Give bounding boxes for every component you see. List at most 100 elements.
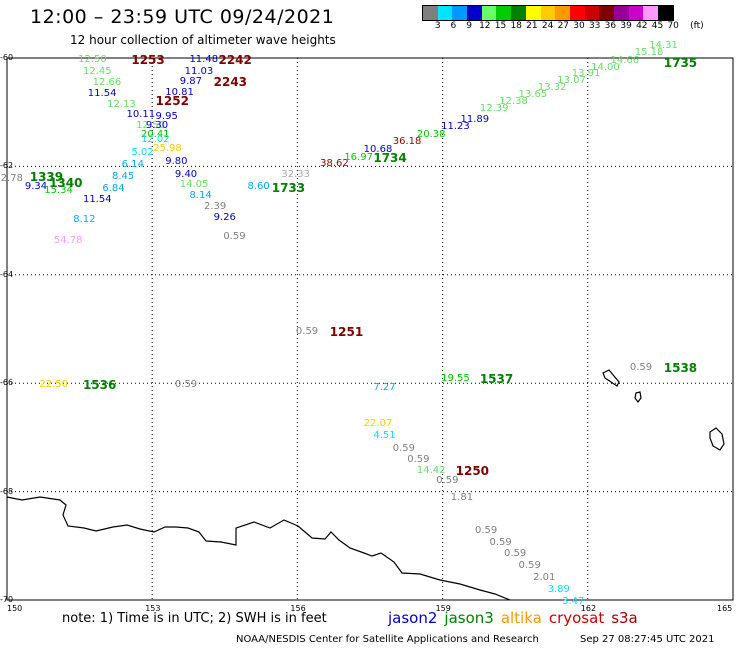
wave-height-label: 36.18 — [392, 136, 422, 147]
wave-height-label: 22.07 — [363, 418, 393, 430]
wave-height-label: 54.78 — [53, 235, 83, 247]
pass-time-label: 1250 — [455, 464, 490, 478]
satellite-key-cryosat: cryosat — [548, 609, 605, 627]
graticule — [7, 58, 733, 600]
longitude-label: 156 — [290, 604, 306, 613]
wave-height-label: 12.50 — [78, 54, 107, 66]
wave-height-label: 6.14 — [121, 159, 144, 171]
wave-height-label: 7.27 — [373, 381, 396, 393]
pass-time-label: 1339 — [29, 170, 64, 185]
latitude-label: -64 — [0, 269, 14, 279]
legend-tick-label: 33 — [588, 21, 601, 31]
legend-swatch — [467, 6, 482, 20]
wave-height-label: 0.59 — [295, 326, 319, 338]
legend-swatch — [613, 6, 629, 20]
longitude-label: 153 — [145, 604, 161, 613]
legend-swatch — [628, 6, 644, 20]
wave-height-label: 15.18 — [634, 46, 664, 58]
wave-height-label: 6.84 — [102, 183, 125, 195]
pass-time-label: 1538 — [663, 361, 698, 376]
longitude-label: 162 — [580, 604, 597, 613]
legend-swatch — [496, 6, 512, 20]
wave-height-label: 25.98 — [153, 143, 182, 155]
wave-height-label: 9.30 — [145, 120, 169, 132]
latitude-label: -60 — [0, 53, 14, 62]
legend-unit: (ft) — [690, 21, 704, 31]
legend-swatch — [569, 6, 585, 20]
legend-swatch — [423, 6, 438, 20]
wave-height-label: 22.50 — [39, 378, 69, 390]
pass-time-label: 2242 — [218, 53, 252, 68]
wave-height-label: 3.47 — [562, 596, 585, 608]
legend-swatch — [437, 6, 453, 20]
wave-height-label: 9.87 — [179, 76, 203, 88]
legend-tick-label: 24 — [541, 21, 554, 31]
legend-tick-label: 39 — [620, 21, 632, 31]
balleny-island-1 — [602, 369, 620, 387]
color-scale-legend — [422, 5, 674, 21]
latitude-label: -66 — [0, 378, 14, 388]
pass-time-label: 2243 — [213, 75, 248, 90]
legend-tick-label: 45 — [651, 21, 664, 31]
balleny-island-3 — [709, 427, 725, 451]
pass-time-label: 1252 — [155, 94, 189, 109]
wave-height-label: 9.40 — [174, 168, 198, 180]
wave-height-label: 14.66 — [610, 54, 640, 66]
latitude-label: -70 — [0, 595, 14, 604]
wave-height-label: 11.89 — [460, 114, 490, 126]
wave-height-label: 12.50 — [136, 120, 165, 132]
legend-tick-label: 42 — [636, 21, 648, 31]
wave-height-label: 16.97 — [344, 152, 373, 164]
latitude-label: -62 — [0, 161, 14, 171]
page-subtitle: 12 hour collection of altimeter wave hei… — [70, 33, 336, 47]
legend-tick-label: 18 — [510, 21, 522, 31]
wave-height-label: 12.02 — [141, 134, 170, 146]
pass-time-label: 1253 — [131, 53, 165, 68]
wave-height-label: 32.33 — [281, 168, 311, 180]
footnote: note: 1) Time is in UTC; 2) SWH is in fe… — [62, 611, 327, 626]
wave-height-label: 12.39 — [479, 103, 509, 115]
wave-height-label: 10.11 — [126, 109, 156, 121]
wave-height-label: 11.54 — [82, 194, 112, 205]
wave-height-label: 2.01 — [533, 572, 556, 584]
wave-height-label: 8.45 — [112, 171, 135, 183]
wave-height-label: 2.78 — [0, 172, 23, 184]
pass-time-label: 1734 — [373, 151, 407, 166]
legend-tick-label: 12 — [479, 21, 491, 31]
wave-height-label: 13.65 — [518, 88, 548, 100]
legend-swatch — [643, 6, 658, 20]
legend-swatch — [540, 6, 556, 20]
wave-height-label: 10.68 — [363, 144, 393, 156]
wave-height-label: 20.38 — [416, 128, 446, 140]
pass-time-label: 1733 — [271, 181, 306, 196]
wave-height-label: 11.23 — [441, 121, 470, 133]
wave-height-label: 3.89 — [547, 584, 570, 596]
wave-height-label: 12.38 — [499, 96, 528, 108]
wave-height-label: 10.81 — [165, 87, 194, 99]
wave-height-label: 9.34 — [24, 180, 48, 192]
wave-height-label: 0.59 — [392, 443, 415, 455]
satellite-key-altika: altika — [500, 609, 542, 627]
legend-swatch — [511, 6, 526, 20]
wave-height-label: 11.03 — [184, 65, 214, 77]
legend-swatch — [525, 6, 541, 20]
latitude-label: -68 — [0, 486, 14, 496]
credit-line: NOAA/NESDIS Center for Satellite Applica… — [236, 634, 539, 645]
antarctic-coastline — [6, 496, 511, 601]
wave-height-label: 38.62 — [320, 157, 349, 169]
legend-swatch — [555, 6, 570, 20]
wave-height-label: 8.12 — [73, 213, 96, 225]
wave-height-label: 9.95 — [155, 110, 178, 122]
legend-tick-label: 15 — [494, 21, 507, 31]
legend-tick-label: 27 — [557, 21, 570, 31]
satellite-legend: jason2 jason3 altika cryosat s3a — [388, 609, 645, 627]
wave-height-label: 9.80 — [165, 156, 188, 168]
wave-height-label: 12.13 — [107, 98, 136, 110]
legend-swatch — [452, 6, 468, 20]
wave-height-label: 0.59 — [174, 378, 198, 390]
wave-height-label: 12.66 — [92, 76, 122, 88]
pass-time-label: 1251 — [329, 325, 364, 340]
wave-height-label: 9.26 — [213, 212, 236, 224]
